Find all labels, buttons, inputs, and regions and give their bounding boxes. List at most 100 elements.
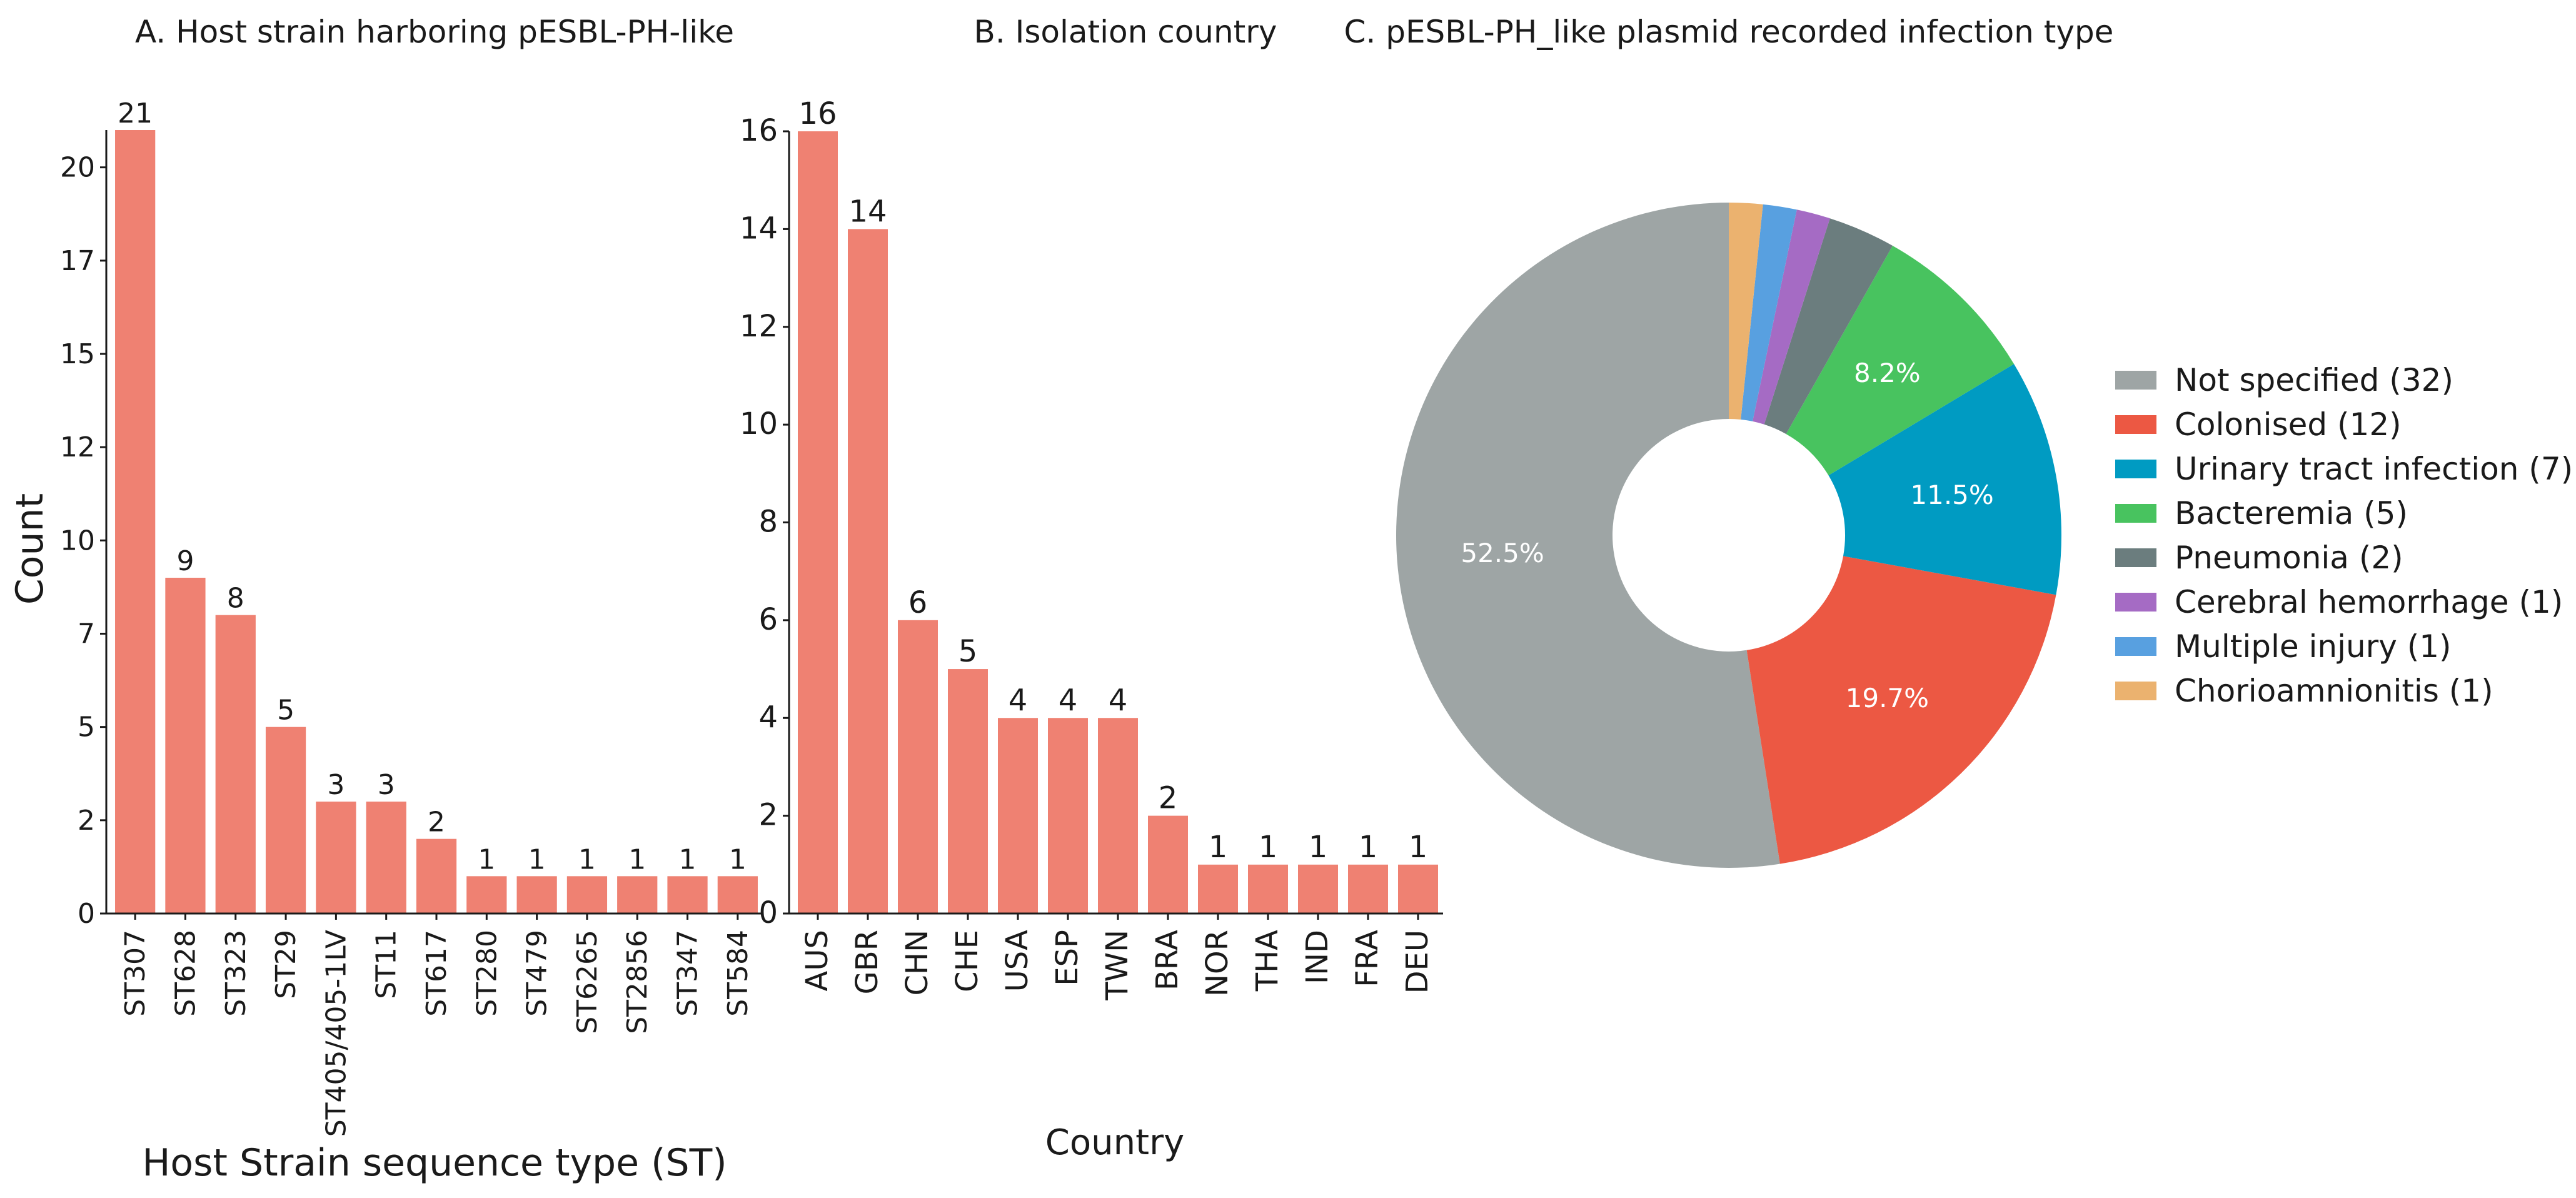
bar-value-label: 1 xyxy=(578,843,596,875)
y-tick-label: 2 xyxy=(758,798,778,833)
x-tick-label: TWN xyxy=(1100,930,1135,1001)
bar-value-label: 3 xyxy=(327,769,345,801)
bar-value-label: 5 xyxy=(958,634,978,669)
bar-st617 xyxy=(416,838,457,914)
bar-value-label: 8 xyxy=(227,583,244,615)
pie-percent-label: 19.7% xyxy=(1846,683,1929,713)
panel-a-y-axis-label: Count xyxy=(8,493,52,605)
bar-nor xyxy=(1198,864,1238,914)
bar-value-label: 1 xyxy=(528,843,546,875)
bar-st307 xyxy=(115,130,156,914)
panel-a-x-axis-label: Host Strain sequence type (ST) xyxy=(142,1141,727,1185)
legend-entry: Pneumonia (2) xyxy=(2175,540,2403,576)
x-tick-label: ST307 xyxy=(119,930,151,1017)
bar-aus xyxy=(798,131,838,914)
panel-a: A. Host strain harboring pESBL-PH-like C… xyxy=(8,14,763,1185)
pie-slice-colonised xyxy=(1746,556,2056,864)
bar-value-label: 14 xyxy=(848,194,887,229)
bar-twn xyxy=(1098,718,1138,914)
x-tick-label: BRA xyxy=(1150,930,1185,990)
bar-value-label: 16 xyxy=(798,96,837,131)
bar-value-label: 9 xyxy=(176,545,194,577)
y-tick-label: 5 xyxy=(78,712,95,743)
y-tick-label: 16 xyxy=(740,113,778,148)
bar-st628 xyxy=(165,578,206,914)
bar-value-label: 1 xyxy=(679,843,697,875)
y-tick-label: 15 xyxy=(60,338,95,370)
y-tick-label: 7 xyxy=(78,618,95,650)
legend-entry: Chorioamnionitis (1) xyxy=(2175,673,2493,709)
bar-st280 xyxy=(466,876,507,914)
x-tick-label: THA xyxy=(1250,930,1285,992)
bar-deu xyxy=(1398,864,1438,914)
y-tick-label: 17 xyxy=(60,245,95,277)
y-tick-label: 4 xyxy=(758,700,778,735)
bar-st323 xyxy=(215,615,256,914)
legend-swatch xyxy=(2115,637,2156,656)
y-tick-label: 0 xyxy=(78,898,95,930)
y-tick-label: 10 xyxy=(60,525,95,556)
bar-usa xyxy=(998,718,1038,914)
legend-swatch xyxy=(2115,371,2156,390)
pie-slice-not-specified xyxy=(1396,203,1780,868)
bar-fra xyxy=(1348,864,1388,914)
bar-value-label: 1 xyxy=(628,843,646,875)
bar-chn xyxy=(898,620,938,914)
x-tick-label: DEU xyxy=(1400,930,1435,994)
legend-entry: Bacteremia (5) xyxy=(2175,495,2408,531)
y-tick-label: 6 xyxy=(758,602,778,637)
y-tick-label: 2 xyxy=(78,805,95,837)
bar-value-label: 3 xyxy=(378,769,395,801)
x-tick-label: ST280 xyxy=(471,930,503,1017)
x-tick-label: NOR xyxy=(1200,930,1235,997)
bar-st11 xyxy=(366,802,406,914)
y-tick-label: 20 xyxy=(60,152,95,184)
y-tick-label: 12 xyxy=(60,431,95,463)
pie-slice-pneumonia xyxy=(1764,218,1893,435)
x-tick-label: ST2856 xyxy=(621,930,653,1034)
bar-st29 xyxy=(265,727,306,914)
panel-b-x-axis-label: Country xyxy=(1045,1122,1184,1163)
panel-a-title: A. Host strain harboring pESBL-PH-like xyxy=(135,14,734,50)
legend-entry: Cerebral hemorrhage (1) xyxy=(2175,584,2563,620)
y-tick-label: 10 xyxy=(740,406,778,441)
pie-slice-cerebral-hemorrhage xyxy=(1753,209,1830,425)
x-tick-label: ST479 xyxy=(521,930,553,1017)
bar-value-label: 4 xyxy=(1059,683,1078,718)
bar-st479 xyxy=(516,876,557,914)
bar-value-label: 2 xyxy=(1159,781,1178,816)
pie-slice-urinary-tract-infection xyxy=(1828,364,2062,595)
legend-swatch xyxy=(2115,415,2156,434)
bar-value-label: 1 xyxy=(1409,830,1428,865)
pie-slice-multiple-injury xyxy=(1741,204,1797,421)
bar-tha xyxy=(1248,864,1288,914)
legend-swatch xyxy=(2115,460,2156,478)
bar-value-label: 4 xyxy=(1109,683,1128,718)
y-tick-label: 12 xyxy=(740,309,778,344)
bar-st347 xyxy=(667,876,708,914)
x-tick-label: ST405/405-1LV xyxy=(320,930,352,1137)
legend-entry: Urinary tract infection (7) xyxy=(2175,451,2573,487)
x-tick-label: CHN xyxy=(900,930,935,996)
bar-st6265 xyxy=(566,876,608,914)
x-tick-label: USA xyxy=(1000,930,1035,992)
bar-st2856 xyxy=(617,876,658,914)
legend-swatch xyxy=(2115,548,2156,567)
x-tick-label: FRA xyxy=(1350,930,1385,987)
x-tick-label: ST323 xyxy=(220,930,252,1017)
bar-value-label: 5 xyxy=(277,695,294,727)
pie-slice-chorioamnionitis xyxy=(1729,203,1763,420)
x-tick-label: ST617 xyxy=(421,930,453,1017)
bar-value-label: 1 xyxy=(729,843,747,875)
bar-che xyxy=(948,669,988,914)
bar-ind xyxy=(1298,864,1338,914)
bar-bra xyxy=(1148,815,1188,914)
panel-c-title: C. pESBL-PH_like plasmid recorded infect… xyxy=(1344,14,2114,50)
legend-swatch xyxy=(2115,504,2156,523)
pie-percent-label: 52.5% xyxy=(1461,538,1544,568)
x-tick-label: IND xyxy=(1300,930,1335,984)
x-tick-label: GBR xyxy=(850,930,885,994)
x-tick-label: AUS xyxy=(800,930,835,991)
